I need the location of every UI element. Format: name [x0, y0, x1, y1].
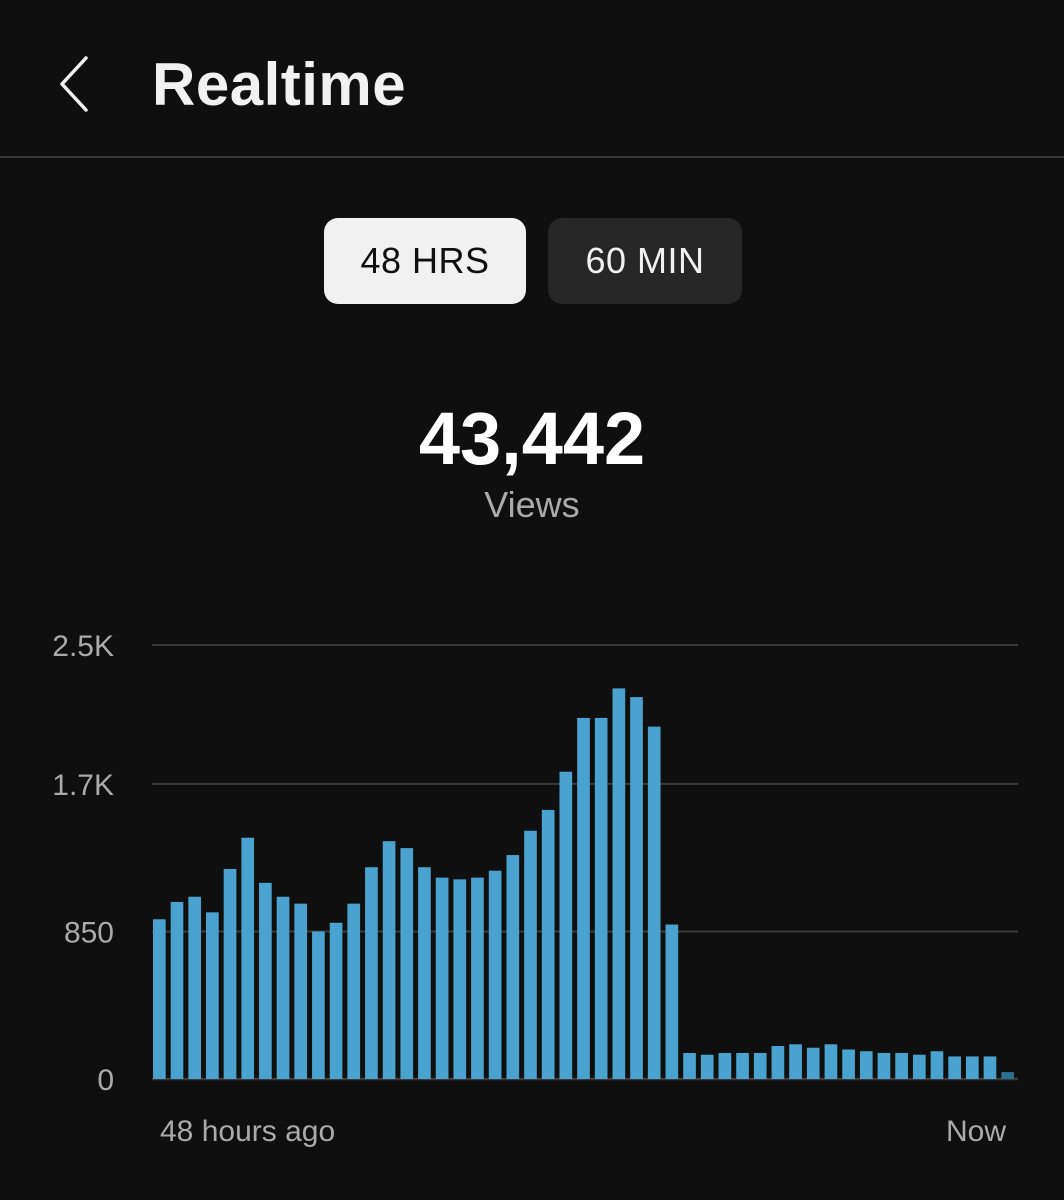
tab-48-hrs[interactable]: 48 HRS — [324, 218, 526, 304]
bar[interactable] — [1001, 1072, 1014, 1079]
x-label-end: Now — [946, 1115, 1006, 1148]
views-count: 43,442 — [418, 397, 646, 480]
bar[interactable] — [524, 830, 537, 1079]
bar[interactable] — [382, 841, 396, 1079]
bar[interactable] — [789, 1044, 802, 1079]
bar[interactable] — [736, 1052, 749, 1079]
bar[interactable] — [488, 870, 502, 1079]
chart-canvas: 2.5K 1.7K 850 0 48 hours ago Now — [52, 630, 1018, 1148]
views-bar-chart: 2.5K 1.7K 850 0 48 hours ago Now — [0, 600, 1064, 1180]
bar[interactable] — [577, 717, 590, 1079]
bar[interactable] — [630, 697, 643, 1079]
bar[interactable] — [471, 877, 484, 1079]
bar[interactable] — [806, 1047, 820, 1079]
bar[interactable] — [859, 1051, 873, 1079]
range-toggle: 48 HRS 60 MIN — [0, 218, 1064, 304]
tab-60-min[interactable]: 60 MIN — [548, 218, 742, 304]
bar[interactable] — [259, 882, 272, 1079]
bar[interactable] — [206, 912, 219, 1079]
views-label: Views — [484, 484, 580, 525]
bar[interactable] — [700, 1054, 714, 1079]
bar[interactable] — [506, 855, 520, 1079]
bar[interactable] — [223, 868, 237, 1079]
bar[interactable] — [241, 837, 255, 1079]
bar[interactable] — [948, 1056, 961, 1079]
bar[interactable] — [400, 848, 414, 1079]
bar[interactable] — [895, 1052, 908, 1079]
bar[interactable] — [188, 896, 202, 1079]
bar[interactable] — [347, 903, 361, 1079]
bar[interactable] — [983, 1056, 997, 1079]
x-label-start: 48 hours ago — [160, 1115, 335, 1148]
bar[interactable] — [329, 922, 343, 1079]
bar[interactable] — [842, 1049, 855, 1079]
bar[interactable] — [294, 903, 308, 1079]
bar[interactable] — [665, 924, 679, 1080]
bar[interactable] — [418, 867, 431, 1079]
bar[interactable] — [541, 809, 555, 1079]
bar[interactable] — [170, 901, 184, 1079]
bar[interactable] — [312, 931, 325, 1079]
bar[interactable] — [612, 688, 626, 1079]
back-button[interactable] — [44, 44, 114, 124]
bar[interactable] — [153, 919, 166, 1079]
bar[interactable] — [683, 1052, 696, 1079]
y-tick-label: 1.7K — [52, 769, 114, 802]
bar[interactable] — [594, 717, 608, 1079]
page-title: Realtime — [152, 51, 407, 118]
bar[interactable] — [453, 879, 467, 1079]
bar[interactable] — [912, 1054, 926, 1079]
bar[interactable] — [718, 1052, 732, 1079]
bar[interactable] — [824, 1044, 838, 1079]
bar[interactable] — [930, 1051, 944, 1079]
bar[interactable] — [965, 1056, 979, 1079]
header: Realtime — [0, 0, 1064, 158]
bar[interactable] — [753, 1052, 767, 1079]
bar[interactable] — [435, 877, 449, 1079]
y-tick-label: 0 — [97, 1064, 114, 1097]
bar[interactable] — [559, 771, 573, 1079]
bar[interactable] — [365, 867, 378, 1079]
bar[interactable] — [877, 1052, 891, 1079]
y-tick-label: 2.5K — [52, 630, 114, 663]
bar[interactable] — [771, 1046, 785, 1079]
chevron-left-icon — [60, 56, 88, 112]
bar[interactable] — [276, 896, 290, 1079]
bar[interactable] — [647, 726, 661, 1079]
y-tick-label: 850 — [64, 916, 114, 949]
